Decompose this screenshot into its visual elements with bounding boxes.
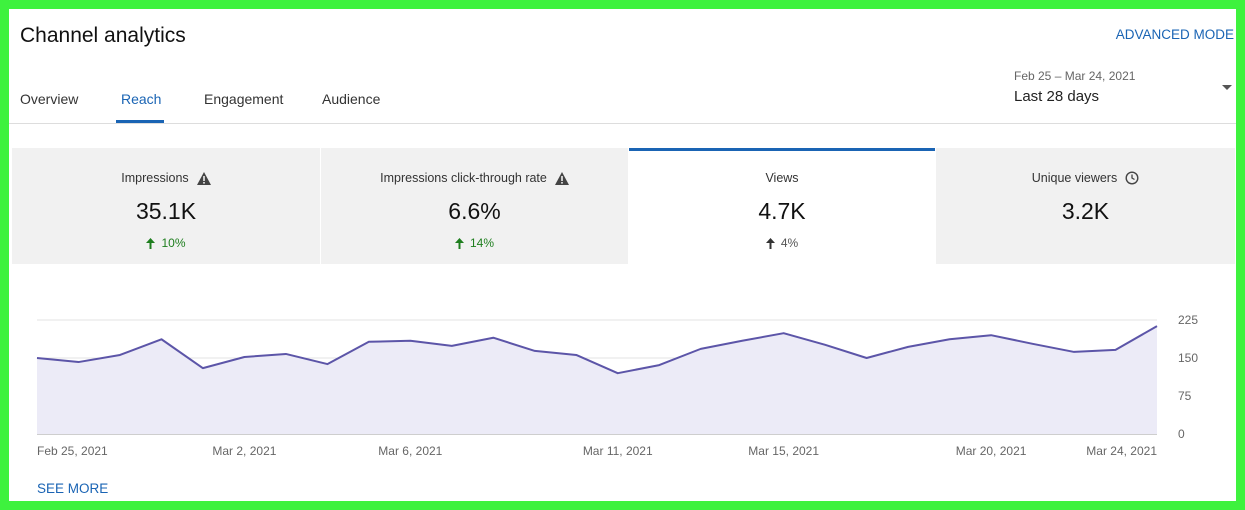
metric-value: 3.2K [1061,198,1110,224]
x-tick-label: Mar 24, 2021 [1086,444,1157,458]
metric-label: Impressions [121,171,189,185]
line [36,325,1158,375]
metric-change: 10% [161,236,186,250]
tab[interactable]: Engagement [204,91,284,107]
tab[interactable]: Overview [20,91,79,107]
up-arrow [454,237,464,249]
x-tick-label: Feb 25, 2021 [37,444,108,458]
x-tick-label: Mar 6, 2021 [378,444,442,458]
metric-card[interactable]: Unique viewers 3.2K [936,148,1235,264]
clock-icon [1125,171,1139,185]
metric-label: Impressions click-through rate [380,171,547,185]
divider [9,123,1236,124]
metric-label: Views [765,171,799,185]
advanced-mode-button[interactable]: ADVANCED MODE [1115,27,1234,42]
metric-value: 35.1K [135,198,197,224]
metric-card[interactable]: Impressions click-through rate 6.6% 14% [321,148,628,264]
y-tick-label: 150 [1178,351,1198,365]
metric-label: Unique viewers [1031,171,1118,185]
warning-icon [196,171,211,185]
tab-indicator [116,120,164,123]
up-arrow [146,237,156,249]
x-tick-label: Mar 20, 2021 [956,444,1027,458]
area [37,326,1157,434]
metric-change: 14% [469,236,495,250]
date-range: Feb 25 – Mar 24, 2021 [1014,69,1136,83]
x-tick-label: Mar 2, 2021 [212,444,276,458]
metric-change: 4% [780,236,799,250]
y-tick-label: 0 [1178,427,1185,441]
tab-active[interactable]: Reach [121,91,162,107]
y-tick-label: 225 [1178,313,1198,327]
date-range-label[interactable]: Last 28 days [1014,88,1100,105]
y-tick-label: 75 [1178,389,1192,403]
metric-value: 4.7K [758,198,806,224]
warning-icon [554,171,569,185]
see-more-button[interactable]: SEE MORE [37,481,109,496]
dropdown-arrow[interactable] [1222,85,1232,91]
metric-card-selected[interactable]: Views 4.7K 4% [629,148,935,264]
tab[interactable]: Audience [322,91,381,107]
metric-value: 6.6% [448,198,501,224]
page-title: Channel analytics [20,24,186,47]
metric-card[interactable]: Impressions 35.1K 10% [12,148,320,264]
up-arrow [765,237,775,249]
x-tick-label: Mar 11, 2021 [583,444,653,458]
x-tick-label: Mar 15, 2021 [748,444,819,458]
